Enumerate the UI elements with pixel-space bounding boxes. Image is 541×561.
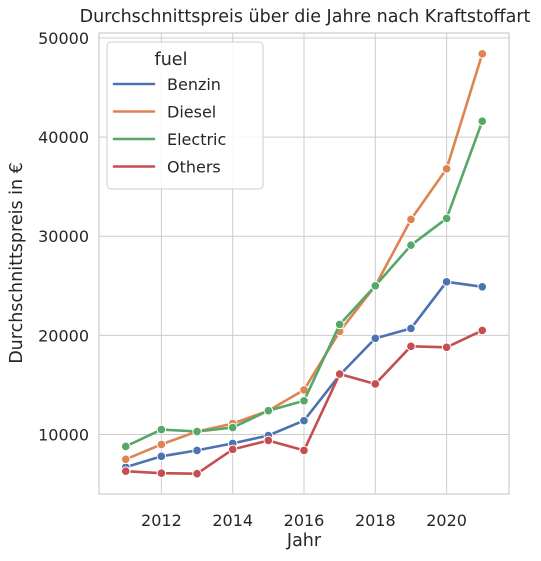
y-tick-label: 20000 bbox=[38, 326, 89, 345]
legend: fuel Benzin Diesel Electric Others bbox=[106, 41, 264, 190]
data-point-others bbox=[441, 342, 452, 353]
data-point-diesel bbox=[406, 214, 416, 225]
data-point-electric bbox=[192, 426, 202, 437]
data-point-electric bbox=[299, 396, 309, 406]
y-tick-label: 40000 bbox=[38, 128, 89, 147]
x-tick-label: 2020 bbox=[426, 511, 467, 530]
legend-label-electric: Electric bbox=[167, 130, 226, 149]
data-point-benzin bbox=[299, 415, 309, 426]
x-tick-label: 2016 bbox=[284, 511, 325, 530]
data-point-electric bbox=[477, 116, 488, 127]
data-point-benzin bbox=[156, 451, 167, 462]
data-point-benzin bbox=[477, 281, 488, 292]
data-point-diesel bbox=[120, 454, 131, 465]
legend-box bbox=[106, 41, 264, 190]
data-point-benzin bbox=[441, 277, 452, 287]
x-tick-label: 2018 bbox=[355, 511, 396, 530]
series-others bbox=[120, 325, 488, 479]
data-point-electric bbox=[370, 281, 381, 291]
x-tick-label: 2012 bbox=[141, 511, 182, 530]
legend-item-others: Others bbox=[112, 158, 221, 177]
data-point-diesel bbox=[441, 164, 452, 174]
chart-title: Durchschnittspreis über die Jahre nach K… bbox=[80, 7, 531, 27]
data-point-electric bbox=[263, 405, 274, 416]
data-point-others bbox=[156, 468, 167, 478]
data-point-others bbox=[406, 341, 416, 352]
series-electric bbox=[120, 116, 488, 452]
legend-item-diesel: Diesel bbox=[112, 103, 216, 122]
y-tick-label: 30000 bbox=[38, 227, 89, 246]
data-point-electric bbox=[227, 422, 238, 433]
data-point-electric bbox=[156, 424, 167, 435]
data-point-electric bbox=[120, 441, 131, 452]
data-point-others bbox=[334, 369, 345, 379]
data-point-benzin bbox=[192, 445, 202, 456]
y-tick-label: 50000 bbox=[38, 29, 89, 48]
legend-label-diesel: Diesel bbox=[167, 103, 216, 122]
series-group bbox=[120, 49, 488, 479]
y-tick-label: 10000 bbox=[38, 426, 89, 445]
data-point-others bbox=[227, 444, 238, 455]
data-point-diesel bbox=[477, 49, 488, 59]
legend-title: fuel bbox=[155, 50, 188, 70]
x-axis-ticks: 2012 2014 2016 2018 2020 bbox=[141, 511, 467, 530]
y-axis-ticks: 10000 20000 30000 40000 50000 bbox=[38, 29, 89, 445]
data-point-others bbox=[299, 445, 309, 456]
legend-label-benzin: Benzin bbox=[167, 75, 221, 94]
legend-items: Benzin Diesel Electric Others bbox=[112, 75, 226, 177]
data-point-benzin bbox=[370, 333, 381, 344]
x-tick-label: 2014 bbox=[212, 511, 253, 530]
legend-item-benzin: Benzin bbox=[112, 75, 221, 94]
data-point-benzin bbox=[406, 323, 416, 334]
y-axis-label: Durchschnittspreis in € bbox=[7, 162, 27, 364]
data-point-others bbox=[370, 379, 381, 389]
data-point-electric bbox=[406, 240, 416, 250]
data-point-diesel bbox=[156, 439, 167, 450]
data-point-electric bbox=[441, 213, 452, 224]
data-point-others bbox=[120, 466, 131, 476]
data-point-electric bbox=[334, 319, 345, 330]
legend-label-others: Others bbox=[167, 158, 221, 177]
data-point-others bbox=[263, 435, 274, 446]
data-point-others bbox=[192, 468, 202, 479]
x-axis-label: Jahr bbox=[286, 531, 322, 551]
legend-item-electric: Electric bbox=[112, 130, 226, 149]
data-point-others bbox=[477, 325, 488, 336]
